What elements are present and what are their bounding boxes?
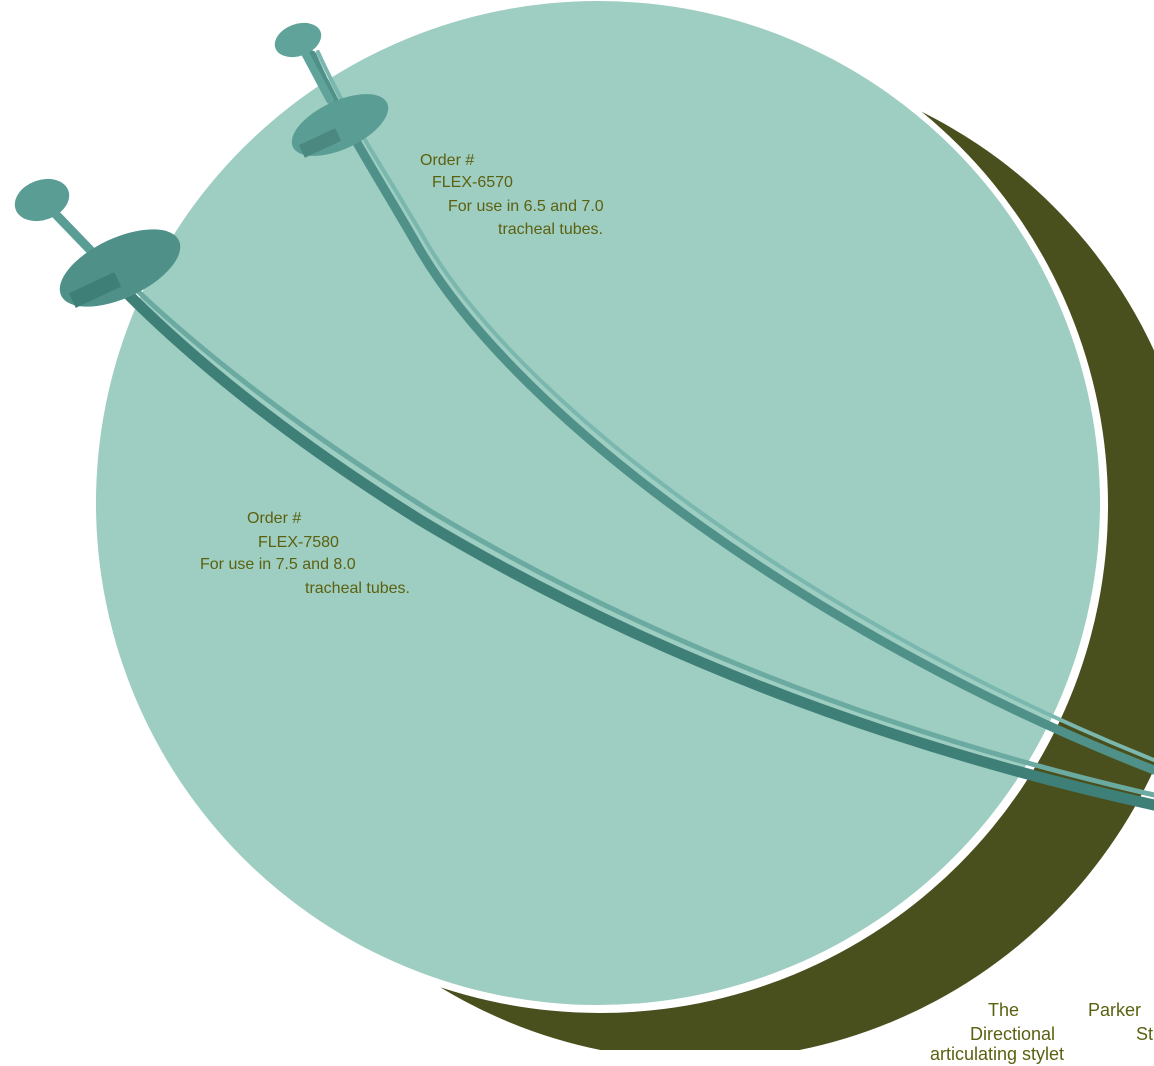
description-directional: Directional [970, 1024, 1056, 1044]
stylet-flex-6570 [274, 22, 1154, 775]
order-code-flex-7580: FLEX-7580 [258, 534, 339, 551]
order-label-flex-6570: Order # [420, 150, 474, 172]
tubes-flex-6570: tracheal tubes. [498, 221, 603, 238]
description-the: The [988, 1000, 1020, 1020]
order-heading: Order # [420, 152, 475, 169]
stylet-knob [14, 178, 70, 222]
description-parker: Parker [1088, 1000, 1142, 1020]
order-heading-flex-7580: Order # [247, 510, 302, 527]
description-st: St [1136, 1024, 1154, 1044]
usage-flex-6570: For use in 6.5 and 7.0 [448, 198, 604, 215]
usage-flex-7580: For use in 7.5 and 8.0 [200, 556, 356, 573]
stylet-knob [274, 22, 322, 58]
stylet-flex-7580 [14, 178, 1154, 811]
order-code-flex-6570: FLEX-6570 [432, 174, 513, 191]
teal-circle [96, 1, 1100, 1005]
description-articulating: articulating stylet [930, 1044, 1065, 1064]
tubes-flex-7580: tracheal tubes. [305, 580, 410, 597]
